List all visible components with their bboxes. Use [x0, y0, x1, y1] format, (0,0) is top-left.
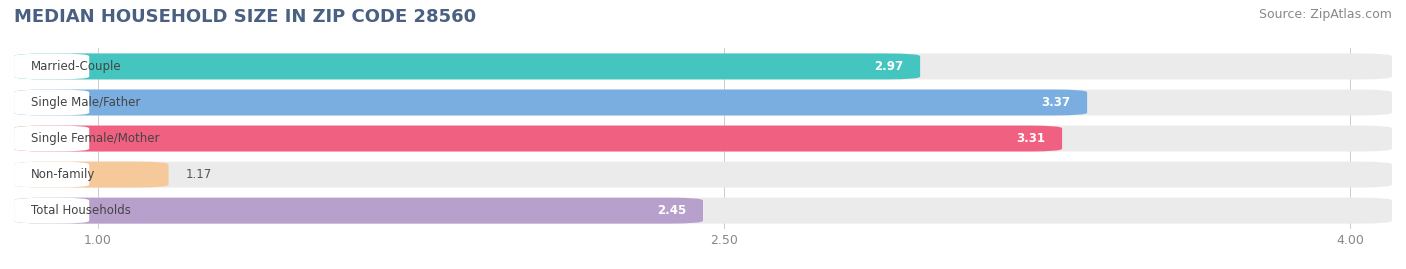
- Text: 3.37: 3.37: [1042, 96, 1070, 109]
- Text: 2.45: 2.45: [657, 204, 686, 217]
- FancyBboxPatch shape: [14, 162, 169, 187]
- Text: Non-family: Non-family: [31, 168, 96, 181]
- FancyBboxPatch shape: [14, 126, 1062, 151]
- FancyBboxPatch shape: [14, 198, 89, 224]
- Text: Single Male/Father: Single Male/Father: [31, 96, 141, 109]
- FancyBboxPatch shape: [14, 54, 1392, 79]
- Text: Single Female/Mother: Single Female/Mother: [31, 132, 159, 145]
- Text: Source: ZipAtlas.com: Source: ZipAtlas.com: [1258, 8, 1392, 21]
- FancyBboxPatch shape: [14, 162, 1392, 187]
- Text: Total Households: Total Households: [31, 204, 131, 217]
- Text: Married-Couple: Married-Couple: [31, 60, 121, 73]
- FancyBboxPatch shape: [14, 90, 89, 115]
- FancyBboxPatch shape: [14, 198, 1392, 224]
- FancyBboxPatch shape: [14, 90, 1392, 115]
- FancyBboxPatch shape: [14, 90, 1087, 115]
- FancyBboxPatch shape: [14, 54, 89, 79]
- FancyBboxPatch shape: [14, 198, 703, 224]
- FancyBboxPatch shape: [14, 162, 89, 187]
- Text: 3.31: 3.31: [1017, 132, 1046, 145]
- Text: MEDIAN HOUSEHOLD SIZE IN ZIP CODE 28560: MEDIAN HOUSEHOLD SIZE IN ZIP CODE 28560: [14, 8, 477, 26]
- FancyBboxPatch shape: [14, 126, 89, 151]
- FancyBboxPatch shape: [14, 54, 920, 79]
- FancyBboxPatch shape: [14, 126, 1392, 151]
- Text: 2.97: 2.97: [875, 60, 904, 73]
- Text: 1.17: 1.17: [186, 168, 211, 181]
